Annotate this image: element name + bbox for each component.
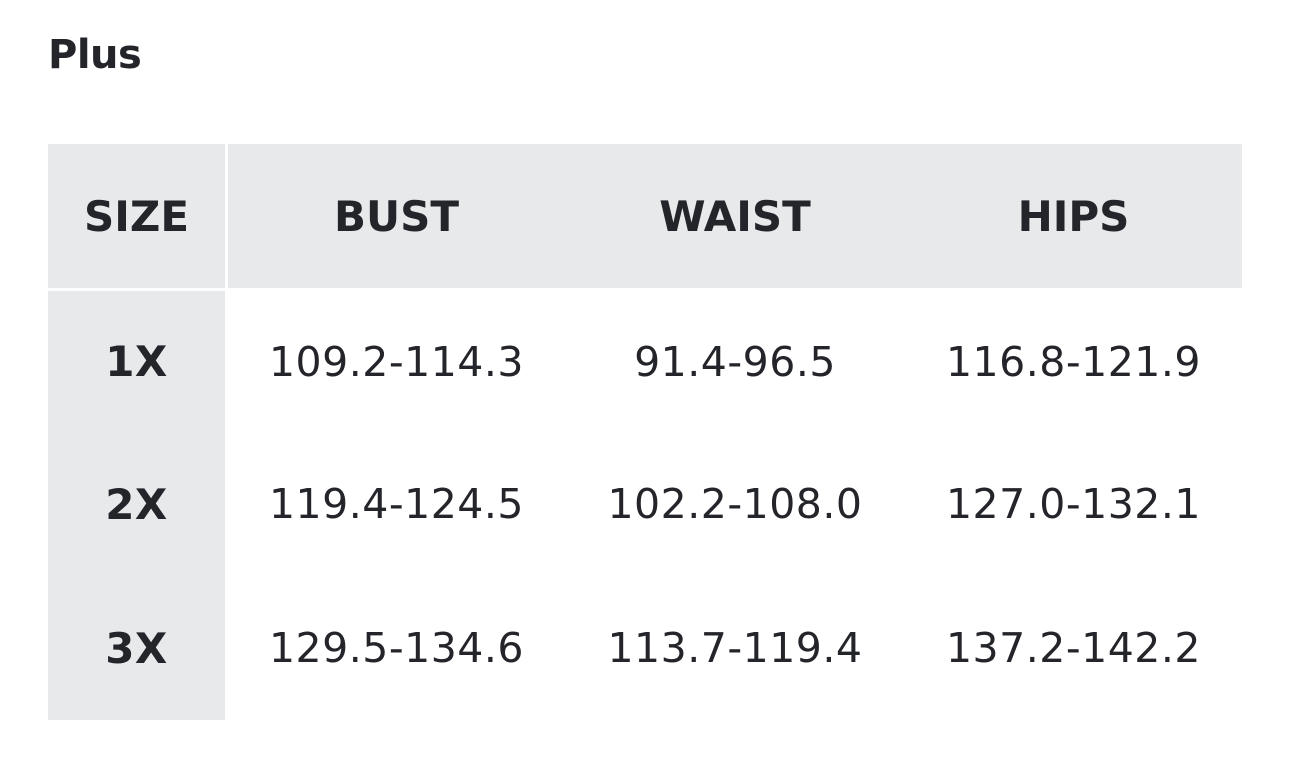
waist-cell: 91.4-96.5 xyxy=(634,337,836,386)
hips-cell: 116.8-121.9 xyxy=(945,337,1202,386)
header-size: SIZE xyxy=(48,144,228,291)
section-title: Plus xyxy=(48,32,142,78)
hips-cell: 127.0-132.1 xyxy=(945,480,1202,528)
header-hips: HIPS xyxy=(905,144,1242,291)
size-chart-table: SIZE BUST WAIST HIPS 1X 109.2-114.3 91.4… xyxy=(48,144,1242,720)
table-row: 3X 129.5-134.6 113.7-119.4 137.2-142.2 xyxy=(48,576,1242,720)
table-row: 1X 109.2-114.3 91.4-96.5 116.8-121.9 xyxy=(48,291,1242,432)
table-row: 2X 119.4-124.5 102.2-108.0 127.0-132.1 xyxy=(48,432,1242,576)
waist-cell: 113.7-119.4 xyxy=(607,624,863,672)
bust-cell: 119.4-124.5 xyxy=(268,480,525,528)
size-cell: 3X xyxy=(48,576,228,720)
header-waist: WAIST xyxy=(565,144,905,291)
header-row: SIZE BUST WAIST HIPS xyxy=(48,144,1242,291)
header-bust: BUST xyxy=(228,144,565,291)
bust-cell: 129.5-134.6 xyxy=(268,624,525,672)
hips-cell: 137.2-142.2 xyxy=(945,624,1202,672)
bust-cell: 109.2-114.3 xyxy=(268,337,525,386)
size-cell: 1X xyxy=(48,291,228,432)
size-cell: 2X xyxy=(48,432,228,576)
waist-cell: 102.2-108.0 xyxy=(607,480,863,528)
